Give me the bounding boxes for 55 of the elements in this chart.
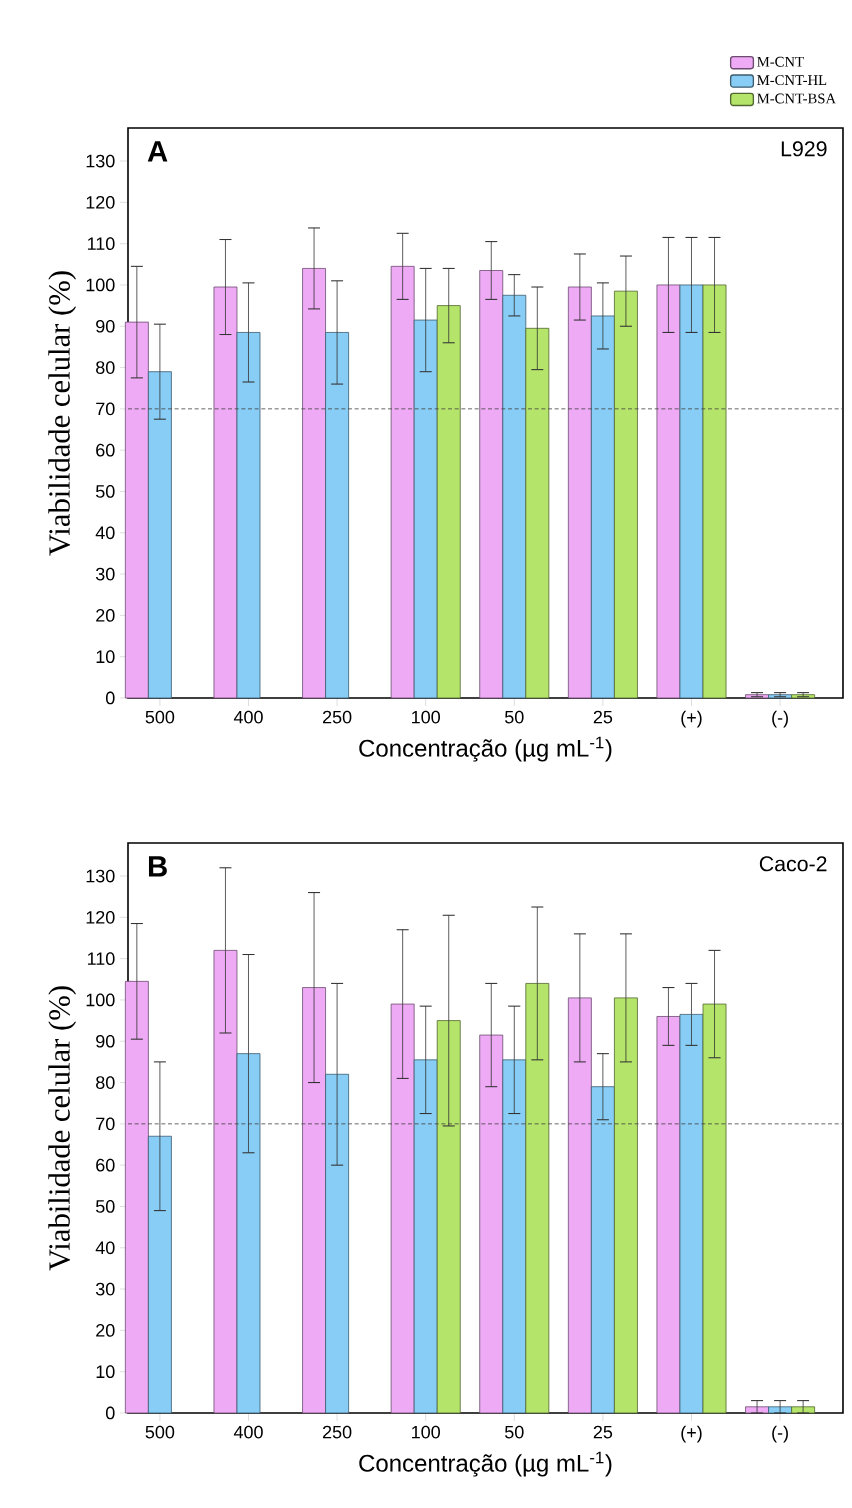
legend-label: M-CNT (757, 56, 804, 67)
x-axis-title: Concentração (µg mL$^{-1}$) (359, 1451, 612, 1477)
y-tick-label: 0 (105, 1406, 115, 1420)
y-tick-label: 40 (95, 1241, 115, 1255)
y-tick-label: 70 (96, 1117, 115, 1131)
y-tick-label: 10 (96, 1365, 115, 1379)
y-tick-label: 90 (96, 1034, 115, 1048)
x-tick-label: 100 (412, 710, 440, 724)
y-tick-label: 130 (86, 869, 115, 883)
y-tick-label: 120 (86, 910, 115, 924)
y-tick-label: 100 (86, 993, 115, 1007)
annotation: Caco-2 (759, 856, 827, 872)
y-tick-label: 20 (96, 1324, 115, 1337)
y-tick-label: 40 (95, 526, 115, 540)
annotation: A (147, 141, 168, 162)
y-tick-label: 20 (96, 609, 115, 622)
x-axis-title: Concentração (µg mL$^{-1}$) (359, 736, 612, 762)
x-tick-label: 500 (145, 710, 175, 724)
x-tick-label: (+) (681, 1425, 702, 1443)
y-axis-title: Viabilidade celular (%) (48, 986, 77, 1271)
x-tick-label: (-) (772, 1425, 788, 1443)
x-tick-label: 25 (593, 1425, 613, 1439)
x-tick-label: 250 (322, 1425, 352, 1439)
y-tick-label: 110 (87, 237, 115, 251)
y-tick-label: 50 (95, 1200, 115, 1213)
y-axis-title: Viabilidade celular (%) (48, 271, 77, 556)
x-tick-label: 500 (145, 1425, 175, 1439)
y-tick-label: 70 (96, 402, 115, 416)
y-tick-label: 110 (87, 952, 115, 965)
annotation: L929 (781, 141, 827, 157)
legend-label: M-CNT-BSA (757, 93, 836, 104)
x-tick-label: 50 (504, 710, 524, 724)
legend-label: M-CNT-HL (757, 75, 827, 86)
y-tick-label: 50 (95, 485, 115, 498)
y-tick-label: 80 (96, 361, 115, 374)
x-tick-label: 100 (412, 1425, 440, 1439)
x-tick-label: 25 (593, 710, 613, 724)
x-tick-label: (-) (772, 710, 788, 728)
y-tick-label: 30 (95, 1282, 115, 1296)
x-tick-label: (+) (681, 710, 702, 728)
y-tick-label: 0 (105, 691, 115, 705)
x-tick-label: 400 (233, 1425, 263, 1439)
x-tick-label: 50 (504, 1425, 524, 1439)
y-tick-label: 10 (96, 650, 115, 664)
y-tick-label: 120 (86, 195, 115, 209)
x-tick-label: 400 (233, 710, 263, 724)
annotation: B (148, 856, 167, 877)
y-tick-label: 130 (86, 154, 115, 168)
y-tick-label: 100 (86, 278, 115, 292)
y-tick-label: 60 (96, 443, 115, 457)
y-tick-label: 80 (96, 1076, 115, 1089)
y-tick-label: 90 (96, 319, 115, 333)
x-tick-label: 250 (322, 710, 352, 724)
y-tick-label: 60 (96, 1158, 115, 1172)
y-tick-label: 30 (95, 567, 115, 581)
